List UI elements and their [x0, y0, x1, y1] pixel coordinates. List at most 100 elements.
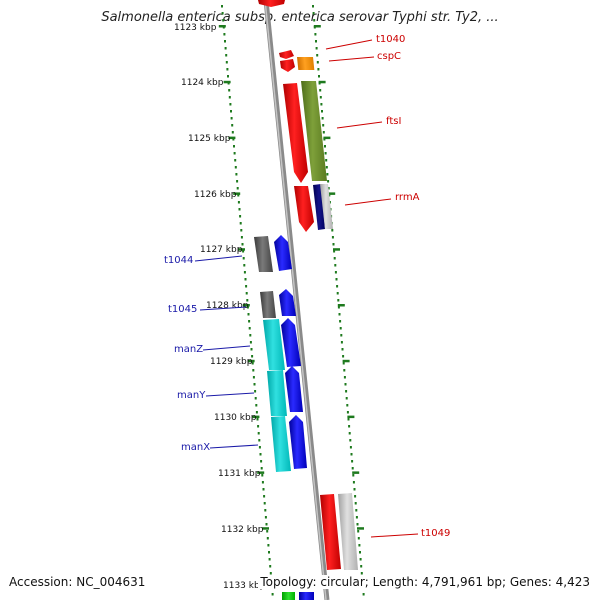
- minor-tick: [223, 33, 226, 36]
- gene-t1049[interactable]: [320, 494, 341, 570]
- major-tick: [223, 80, 231, 84]
- minor-tick: [263, 502, 266, 505]
- tick-label-1133: 1133 kbp: [223, 581, 266, 591]
- gene-t1044[interactable]: [274, 235, 292, 271]
- minor-tick: [355, 516, 358, 519]
- gene-label-t1040[interactable]: t1040: [376, 34, 405, 45]
- minor-tick: [231, 131, 234, 134]
- gene-manZ-cyan[interactable]: [263, 319, 285, 370]
- minor-tick: [252, 369, 255, 372]
- minor-tick: [336, 285, 339, 288]
- minor-tick: [317, 68, 320, 71]
- gene-t1044-gray[interactable]: [254, 236, 273, 272]
- minor-tick: [251, 362, 254, 365]
- minor-tick: [232, 138, 235, 141]
- gene-rrmA-gray[interactable]: [320, 184, 333, 229]
- gene-label-rrmA[interactable]: rrmA: [395, 192, 420, 203]
- minor-tick: [247, 313, 250, 316]
- tick-label-1128: 1128 kbp: [206, 301, 249, 311]
- minor-tick: [241, 243, 244, 246]
- minor-tick: [358, 544, 361, 547]
- gene-cspC[interactable]: [296, 57, 315, 70]
- minor-tick: [341, 348, 344, 351]
- gene-label-manY[interactable]: manY: [177, 390, 206, 401]
- minor-tick: [252, 376, 255, 379]
- tick-label-1130: 1130 kbp: [214, 413, 257, 423]
- minor-tick: [354, 495, 357, 498]
- gene-t1049-gray[interactable]: [338, 493, 358, 570]
- minor-tick: [352, 474, 355, 477]
- major-tick: [228, 136, 236, 140]
- gene-bottom-green[interactable]: [282, 592, 295, 600]
- tick-label-1127: 1127 kbp: [200, 245, 243, 255]
- minor-tick: [249, 341, 252, 344]
- minor-tick: [224, 40, 226, 43]
- minor-tick: [228, 89, 231, 92]
- minor-tick: [357, 537, 360, 540]
- gene-label-manZ[interactable]: manZ: [174, 344, 203, 355]
- minor-tick: [325, 166, 328, 169]
- gene-t1040b[interactable]: [280, 59, 295, 72]
- major-tick: [242, 304, 250, 307]
- gene-manY-cyan[interactable]: [267, 370, 287, 416]
- gene-label-ftsI[interactable]: ftsI: [386, 116, 401, 127]
- label-leaders: [194, 39, 419, 538]
- gene-label-cspC[interactable]: cspC: [377, 51, 401, 62]
- gene-track-reverse: [258, 0, 358, 600]
- gene-label-t1044[interactable]: t1044: [164, 255, 193, 266]
- minor-tick: [233, 145, 235, 148]
- minor-tick: [255, 411, 258, 414]
- minor-tick: [362, 593, 365, 596]
- gene-manX[interactable]: [289, 415, 307, 469]
- minor-tick: [316, 54, 319, 57]
- right-tick-rail: [312, 5, 369, 596]
- gene-top-partial[interactable]: [258, 0, 285, 7]
- gene-bottom-partial[interactable]: [299, 592, 314, 600]
- tick-label-1124: 1124 kbp: [181, 78, 224, 88]
- gene-manZ[interactable]: [281, 318, 301, 367]
- minor-tick: [359, 551, 361, 554]
- minor-tick: [351, 460, 354, 463]
- minor-tick: [244, 278, 247, 281]
- gene-ftsI[interactable]: [283, 83, 308, 183]
- minor-tick: [256, 418, 259, 421]
- gene-t1045-gray[interactable]: [260, 291, 276, 318]
- minor-tick: [225, 54, 228, 57]
- tick-label-1126: 1126 kbp: [194, 190, 237, 200]
- gene-t1045[interactable]: [279, 289, 296, 316]
- minor-tick: [260, 467, 263, 470]
- leader-t1040: [325, 39, 373, 50]
- minor-tick: [342, 355, 345, 358]
- leader-manY: [205, 392, 255, 397]
- minor-tick: [263, 495, 266, 498]
- minor-tick: [334, 271, 337, 274]
- minor-tick: [260, 460, 263, 463]
- minor-tick: [236, 187, 239, 190]
- gene-rrmA[interactable]: [294, 186, 314, 232]
- gene-label-t1045[interactable]: t1045: [168, 304, 197, 315]
- minor-tick: [239, 222, 242, 225]
- minor-tick: [234, 159, 237, 162]
- minor-tick: [337, 306, 340, 309]
- gene-label-manX[interactable]: manX: [181, 442, 210, 453]
- major-tick: [247, 359, 255, 363]
- minor-tick: [327, 187, 330, 190]
- gene-manY[interactable]: [285, 366, 303, 412]
- minor-tick: [266, 530, 269, 533]
- minor-tick: [267, 544, 270, 547]
- gene-t1040[interactable]: [279, 50, 294, 59]
- gene-label-t1049[interactable]: t1049: [421, 528, 450, 539]
- minor-tick: [346, 411, 349, 414]
- gene-manX-cyan[interactable]: [271, 416, 291, 472]
- backbone-line: [263, 0, 330, 600]
- minor-tick: [226, 68, 229, 71]
- gene-ftsI-partner[interactable]: [301, 81, 327, 181]
- minor-tick: [221, 5, 223, 8]
- minor-tick: [356, 523, 359, 526]
- minor-tick: [345, 390, 348, 393]
- major-tick: [337, 304, 345, 307]
- minor-tick: [242, 257, 245, 260]
- minor-tick: [339, 327, 342, 330]
- minor-tick: [324, 152, 327, 155]
